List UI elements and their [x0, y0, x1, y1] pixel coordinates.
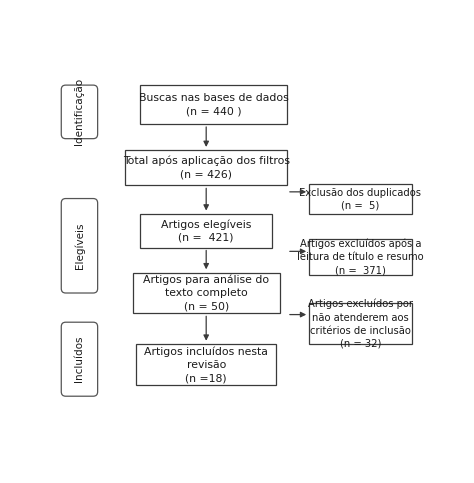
Text: Exclusão dos duplicados
(n =  5): Exclusão dos duplicados (n = 5): [300, 188, 421, 211]
FancyBboxPatch shape: [140, 214, 272, 248]
Text: Buscas nas bases de dados
(n = 440 ): Buscas nas bases de dados (n = 440 ): [139, 93, 288, 116]
FancyBboxPatch shape: [309, 303, 412, 344]
FancyBboxPatch shape: [140, 85, 287, 124]
Text: Incluídos: Incluídos: [74, 336, 84, 383]
Text: Elegíveis: Elegíveis: [74, 223, 85, 269]
FancyBboxPatch shape: [309, 239, 412, 275]
Text: Artigos excluídos após a
leitura de título e resumo
(n =  371): Artigos excluídos após a leitura de títu…: [297, 239, 424, 275]
FancyBboxPatch shape: [309, 185, 412, 214]
FancyBboxPatch shape: [133, 272, 280, 313]
FancyBboxPatch shape: [125, 150, 287, 185]
FancyBboxPatch shape: [61, 85, 98, 139]
Text: Total após aplicação dos filtros
(n = 426): Total após aplicação dos filtros (n = 42…: [123, 156, 290, 180]
FancyBboxPatch shape: [137, 344, 276, 385]
Text: Artigos incluídos nesta
revisão
(n =18): Artigos incluídos nesta revisão (n =18): [144, 346, 268, 383]
FancyBboxPatch shape: [61, 199, 98, 293]
FancyBboxPatch shape: [61, 322, 98, 396]
Text: Artigos excluídos por
não atenderem aos
critérios de inclusão
(n = 32): Artigos excluídos por não atenderem aos …: [308, 299, 413, 349]
Text: Identificação: Identificação: [74, 78, 84, 145]
Text: Artigos para análise do
texto completo
(n = 50): Artigos para análise do texto completo (…: [143, 274, 269, 312]
Text: Artigos elegíveis
(n =  421): Artigos elegíveis (n = 421): [161, 219, 251, 243]
